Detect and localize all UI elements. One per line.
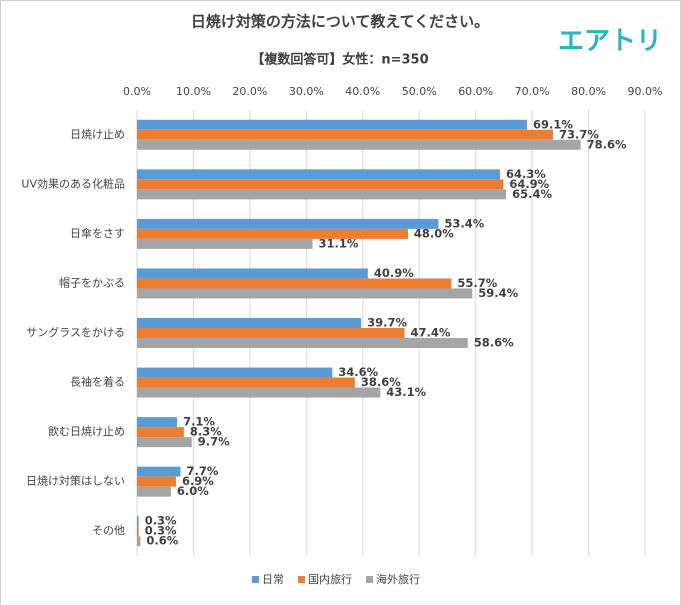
x-tick-label: 90.0% (628, 85, 663, 98)
x-tick-label: 0.0% (123, 85, 151, 98)
y-tick-label: 飲む日焼け止め (48, 424, 125, 438)
y-tick-label: UV効果のある化粧品 (21, 176, 125, 190)
bar (137, 218, 439, 229)
value-label: 64.3% (506, 167, 546, 181)
value-label: 59.4% (478, 286, 518, 300)
legend-swatch (366, 576, 373, 583)
bar (137, 476, 176, 487)
value-label: 7.7% (186, 464, 218, 478)
value-label: 0.6% (146, 534, 178, 548)
chart-subtitle: 【複数回答可】女性：n=350 (251, 52, 428, 68)
bar (137, 268, 368, 279)
bar (137, 179, 504, 190)
value-label: 6.0% (177, 484, 209, 498)
value-label: 69.1% (533, 117, 573, 131)
y-tick-label: 日焼け対策はしない (26, 474, 125, 488)
value-label: 39.7% (367, 316, 407, 330)
bar (137, 526, 139, 537)
value-label: 6.9% (182, 474, 214, 488)
x-tick-label: 50.0% (402, 85, 437, 98)
x-tick-label: 80.0% (571, 85, 606, 98)
x-tick-label: 20.0% (232, 85, 267, 98)
value-label: 38.6% (361, 375, 401, 389)
bar (137, 516, 139, 527)
value-label: 47.4% (411, 326, 451, 340)
y-tick-label: その他 (92, 524, 125, 537)
bar (137, 367, 333, 378)
bar (137, 238, 313, 249)
value-label: 65.4% (512, 187, 552, 201)
logo: エアトリ (558, 27, 662, 57)
bar (137, 466, 181, 477)
value-label: 78.6% (587, 137, 627, 151)
bar (137, 417, 178, 428)
bar (137, 338, 468, 348)
y-tick-label: 日傘をさす (70, 227, 125, 240)
x-tick-label: 70.0% (515, 85, 550, 98)
value-label: 58.6% (474, 336, 514, 350)
bar (137, 278, 452, 289)
bar (137, 328, 405, 338)
value-label: 64.9% (509, 177, 549, 191)
x-tick-label: 10.0% (176, 85, 211, 98)
legend-swatch (298, 576, 305, 583)
y-tick-label: サングラスをかける (26, 325, 125, 339)
bar (137, 169, 500, 180)
value-label: 73.7% (559, 127, 599, 141)
bar (137, 318, 362, 328)
y-tick-label: 長袖を着る (70, 375, 125, 389)
value-label: 43.1% (386, 385, 426, 399)
value-label: 53.4% (444, 216, 484, 230)
bar (137, 387, 381, 398)
value-label: 34.6% (338, 365, 378, 379)
value-label: 48.0% (414, 226, 454, 240)
bar (137, 288, 473, 299)
bar (137, 228, 408, 239)
value-label: 8.3% (190, 425, 222, 439)
x-tick-label: 40.0% (345, 85, 380, 98)
bar (137, 437, 192, 448)
value-label: 40.9% (374, 266, 414, 280)
bar (137, 119, 528, 130)
bar (137, 189, 507, 200)
value-label: 9.7% (198, 435, 230, 449)
y-tick-label: 帽子をかぶる (59, 276, 125, 289)
bar (137, 427, 184, 438)
legend-label: 海外旅行 (376, 572, 420, 586)
x-tick-label: 60.0% (458, 85, 493, 98)
value-label: 55.7% (457, 276, 497, 290)
bar (137, 486, 171, 497)
bar (137, 139, 581, 150)
value-label: 0.3% (145, 524, 177, 538)
x-tick-label: 30.0% (289, 85, 324, 98)
bar (137, 377, 355, 388)
value-label: 0.3% (145, 514, 177, 528)
bar (137, 536, 141, 547)
bar (137, 129, 553, 140)
legend-label: 日常 (262, 573, 284, 586)
y-tick-label: 日焼け止め (70, 128, 125, 141)
legend-label: 国内旅行 (308, 572, 352, 586)
legend-swatch (252, 576, 259, 583)
value-label: 7.1% (183, 415, 215, 429)
chart-title: 日焼け対策の方法について教えてください。 (191, 13, 489, 31)
value-label: 31.1% (319, 236, 359, 250)
